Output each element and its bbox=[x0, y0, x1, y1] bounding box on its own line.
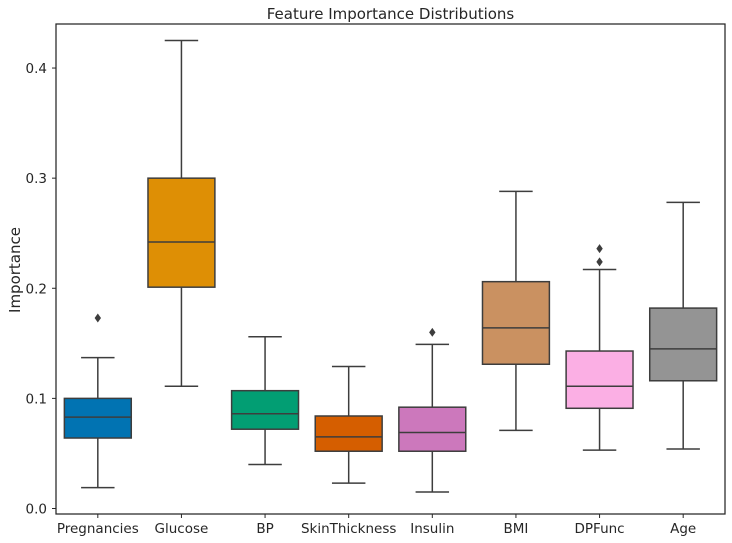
x-tick-label: DPFunc bbox=[575, 521, 625, 537]
box-dpfunc bbox=[565, 244, 634, 451]
y-tick-label: 0.2 bbox=[26, 281, 47, 297]
y-tick-label: 0.3 bbox=[26, 171, 47, 187]
outlier-point bbox=[596, 257, 603, 267]
x-tick-label: Age bbox=[670, 521, 696, 537]
x-tick-label: BMI bbox=[503, 521, 528, 537]
box-pregnancies bbox=[63, 313, 133, 489]
x-tick-label: Pregnancies bbox=[57, 521, 139, 537]
box-glucose bbox=[147, 39, 216, 388]
outlier-point bbox=[596, 244, 603, 254]
box-bmi bbox=[481, 190, 551, 432]
y-tick-label: 0.4 bbox=[26, 61, 47, 77]
iqr-box bbox=[147, 177, 216, 288]
y-tick-label: 0.1 bbox=[26, 391, 47, 407]
iqr-box bbox=[481, 280, 551, 365]
x-tick-label: SkinThickness bbox=[301, 521, 396, 537]
box-skinthickness bbox=[314, 365, 383, 484]
box-insulin bbox=[398, 327, 467, 493]
outlier-point bbox=[94, 313, 102, 323]
x-tick-label: BP bbox=[256, 521, 273, 537]
iqr-box bbox=[398, 406, 467, 452]
iqr-box bbox=[565, 350, 634, 410]
box-age bbox=[648, 201, 718, 450]
y-tick-label: 0.0 bbox=[26, 501, 47, 517]
x-tick-label: Insulin bbox=[410, 521, 454, 537]
plot-area bbox=[63, 39, 718, 493]
chart-title: Feature Importance Distributions bbox=[267, 5, 515, 23]
outlier-point bbox=[429, 327, 436, 337]
y-axis-label: Importance bbox=[6, 227, 24, 313]
iqr-box bbox=[648, 307, 718, 382]
axes-frame bbox=[55, 23, 726, 515]
x-tick-label: Glucose bbox=[155, 521, 209, 537]
iqr-box bbox=[63, 397, 133, 439]
iqr-box bbox=[230, 389, 300, 430]
box-bp bbox=[230, 335, 300, 466]
iqr-box bbox=[314, 415, 383, 452]
